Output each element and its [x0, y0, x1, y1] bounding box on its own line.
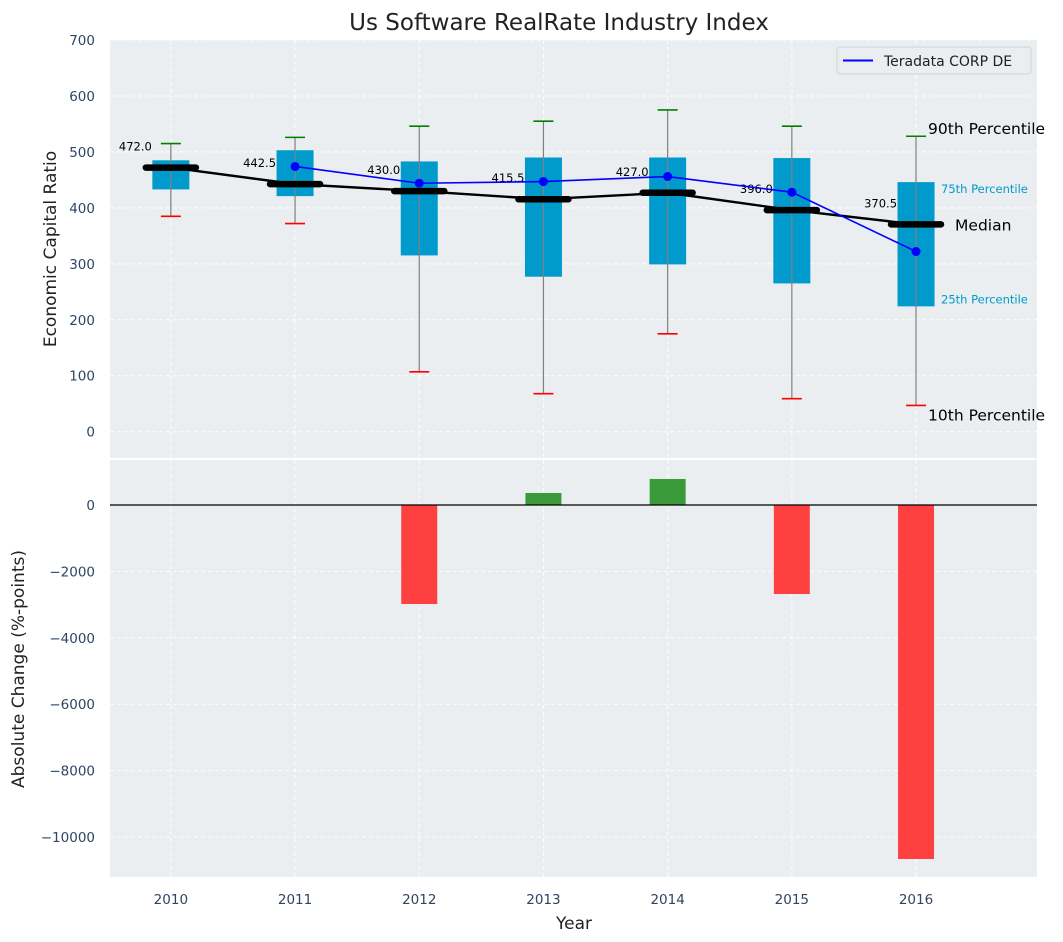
annotation-p25: 25th Percentile — [941, 292, 1028, 306]
bottom-y-tick: −10000 — [41, 830, 95, 846]
change-bar — [525, 493, 562, 505]
company-series-line — [294, 165, 917, 253]
top-y-tick: 0 — [86, 425, 95, 441]
bottom-y-tick: −6000 — [49, 697, 95, 713]
company-series-point — [290, 161, 300, 171]
legend-entry-label: Teradata CORP DE — [883, 54, 1012, 70]
annotation-p75: 75th Percentile — [941, 182, 1028, 196]
top-y-tick: 300 — [69, 257, 95, 273]
company-series-point — [663, 172, 673, 182]
top-y-tick: 700 — [69, 33, 95, 49]
median-value-label: 427.0 — [616, 165, 649, 179]
x-tick-label: 2013 — [526, 892, 560, 908]
bottom-y-axis-label: Absolute Change (%-points) — [9, 550, 29, 788]
company-series-point — [538, 177, 548, 187]
annotation-p90: 90th Percentile — [928, 120, 1045, 138]
x-tick-label: 2010 — [154, 892, 188, 908]
percentile-annotations: 90th Percentile 75th Percentile Median 25th… — [928, 120, 1045, 424]
bottom-y-tick: −8000 — [49, 764, 95, 780]
top-plot-area — [110, 40, 1037, 458]
top-y-tick: 500 — [69, 145, 95, 161]
annotation-p10: 10th Percentile — [928, 406, 1045, 424]
x-tick-label: 2012 — [402, 892, 436, 908]
company-series — [290, 161, 921, 257]
x-tick-label: 2011 — [278, 892, 312, 908]
company-series-point — [911, 247, 921, 257]
x-axis-label: Year — [555, 914, 592, 934]
change-bars — [401, 478, 935, 860]
median-value-label: 396.0 — [740, 182, 773, 196]
top-y-tick: 100 — [69, 369, 95, 385]
bottom-plot-area — [110, 460, 1037, 877]
x-tick-label: 2016 — [899, 892, 933, 908]
top-y-tick-labels: 0 100 200 300 400 500 600 700 — [69, 33, 95, 441]
bottom-y-tick-labels: 0 −2000 −4000 −6000 −8000 −10000 — [41, 498, 95, 846]
company-series-point — [787, 187, 797, 197]
bottom-y-tick: −4000 — [49, 631, 95, 647]
legend: Teradata CORP DE — [836, 46, 1032, 75]
median-value-label: 370.5 — [864, 196, 897, 210]
median-value-label: 415.5 — [492, 171, 525, 185]
bottom-y-tick: 0 — [86, 498, 95, 514]
top-y-tick: 400 — [69, 201, 95, 217]
change-bar — [898, 504, 935, 860]
change-bar — [649, 478, 686, 505]
chart-title: Us Software RealRate Industry Index — [349, 10, 769, 36]
x-tick-labels: 2010 2011 2012 2013 2014 2015 2016 — [154, 892, 934, 908]
company-series-point — [414, 178, 424, 188]
top-y-tick: 600 — [69, 89, 95, 105]
annotation-median: Median — [955, 216, 1011, 234]
median-trend: 472.0 442.5 430.0 415.5 427.0 396.0 370.5 — [119, 140, 945, 228]
bottom-y-tick: −2000 — [49, 564, 95, 580]
top-y-tick: 200 — [69, 313, 95, 329]
median-value-label: 430.0 — [367, 163, 400, 177]
change-bar — [401, 504, 438, 604]
change-bar — [773, 504, 810, 594]
x-tick-label: 2014 — [650, 892, 684, 908]
median-value-label: 442.5 — [243, 156, 276, 170]
median-value-label: 472.0 — [119, 140, 152, 154]
x-tick-label: 2015 — [775, 892, 809, 908]
top-gridlines — [110, 39, 1037, 458]
top-y-axis-label: Economic Capital Ratio — [41, 151, 61, 347]
